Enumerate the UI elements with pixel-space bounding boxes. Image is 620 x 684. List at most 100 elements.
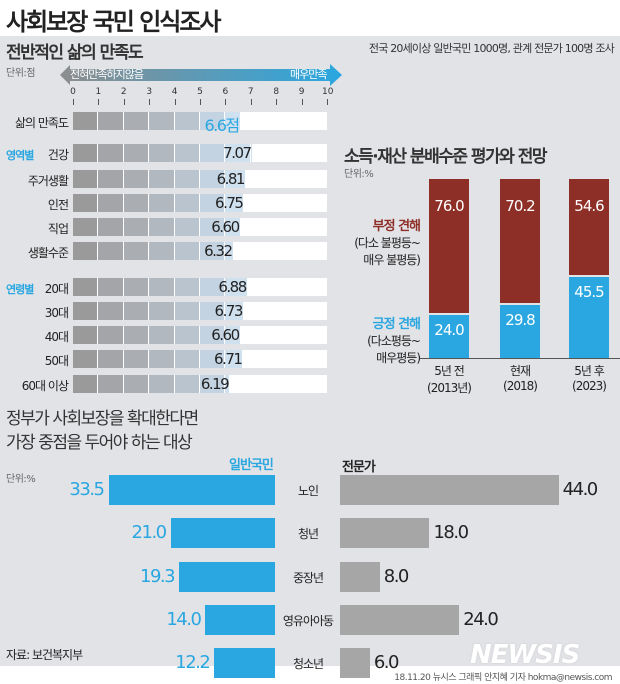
priority-title-2: 가장 중점을 두어야 하는 대상 <box>6 433 193 453</box>
bar-segment <box>225 326 240 344</box>
row-label: 생활수준 <box>27 246 69 260</box>
bar-segment <box>250 144 252 162</box>
axis-left-label: 전혀만족하지않음 <box>70 68 144 81</box>
row-label: 60대 이상 <box>21 379 69 393</box>
bar-segment <box>200 350 225 368</box>
category-year: (2018) <box>503 379 538 393</box>
group-label: 영역별 <box>6 149 34 162</box>
row-value: 6.71 <box>214 350 243 368</box>
row-value: 6.73 <box>214 302 244 320</box>
row-label: 40대 <box>44 330 69 344</box>
bar-segment <box>174 350 199 368</box>
tick-mark <box>301 99 303 105</box>
row-label: 건강 <box>47 148 69 162</box>
bar-segment <box>200 170 225 188</box>
bar-segment <box>149 218 174 236</box>
row-value: 7.07 <box>223 144 252 162</box>
tick-label: 1 <box>95 87 102 97</box>
tick-label: 8 <box>273 87 280 97</box>
bar-segment <box>123 375 149 393</box>
bar-segment <box>149 112 174 130</box>
bar-segment <box>225 302 243 320</box>
legend-public: 일반국민 <box>229 458 274 473</box>
row-label: 30대 <box>44 306 69 320</box>
row-value: 6.75 <box>215 194 244 212</box>
source: 자료: 보건복지부 <box>6 648 83 662</box>
bar-segment <box>123 302 149 320</box>
bar-segment <box>225 170 245 188</box>
bar-positive <box>569 276 609 358</box>
baseline <box>420 358 620 359</box>
row-label: 직업 <box>47 222 69 236</box>
row-label: 삶의 만족도 <box>14 116 69 130</box>
bar-expert <box>340 562 380 592</box>
bar-segment <box>174 278 199 296</box>
bar-negative <box>569 179 609 275</box>
bar-segment <box>200 326 225 344</box>
bar-segment <box>200 112 225 130</box>
tick-label: 6 <box>222 87 229 97</box>
value-negative: 76.0 <box>434 197 464 215</box>
legend-negative-sub1: (다소 불평등~ <box>354 236 421 250</box>
tick-mark <box>250 99 252 105</box>
category-year: (2013년) <box>427 381 472 395</box>
bar-expert <box>340 648 370 678</box>
bar-segment <box>174 144 199 162</box>
bar-segment <box>98 242 123 260</box>
bar-segment <box>174 375 199 393</box>
bar-segment <box>98 375 123 393</box>
bar-segment <box>98 350 123 368</box>
row-label: 50대 <box>44 354 69 368</box>
priority-title-1: 정부가 사회보장을 확대한다면 <box>6 409 199 429</box>
bar-segment <box>73 218 98 236</box>
satisfaction-title: 전반적인 삶의 만족도 <box>6 43 144 63</box>
priority-unit: 단위:% <box>6 474 36 485</box>
bar-public <box>205 605 275 635</box>
bar-segment <box>98 278 123 296</box>
bar-positive <box>429 315 469 358</box>
row-value: 6.88 <box>218 278 247 296</box>
row-value: 6.60 <box>211 218 240 236</box>
bar-segment <box>123 194 149 212</box>
category-year: (2023) <box>572 379 607 393</box>
bar-expert <box>340 605 460 635</box>
bar-segment <box>174 302 199 320</box>
bar-public <box>214 648 275 678</box>
tick-mark <box>225 99 227 105</box>
value-public: 21.0 <box>131 522 168 543</box>
bar-segment <box>123 278 149 296</box>
value-expert: 6.0 <box>373 652 400 673</box>
bar-segment <box>73 112 98 130</box>
category-label: 노인 <box>297 484 319 498</box>
bar-segment <box>149 144 174 162</box>
bar-negative <box>429 179 469 314</box>
bar-segment <box>225 375 230 393</box>
tick-mark <box>73 99 74 105</box>
bar-segment <box>98 144 123 162</box>
value-positive: 24.0 <box>434 321 464 340</box>
bar-segment <box>200 242 225 260</box>
tick-label: 0 <box>70 87 76 97</box>
value-negative: 54.6 <box>574 197 604 215</box>
tick-label: 9 <box>298 87 305 97</box>
tick-mark <box>200 99 201 105</box>
bar-segment <box>73 170 98 188</box>
row-value: 6.60 <box>211 326 240 344</box>
bar-positive <box>500 304 540 358</box>
bar-public <box>170 518 275 548</box>
legend-positive-sub1: (다소평등~ <box>367 334 421 348</box>
bar-segment <box>73 278 98 296</box>
value-positive: 29.8 <box>505 310 535 329</box>
value-public: 12.2 <box>175 652 211 673</box>
bar-segment <box>200 218 225 236</box>
bar-public <box>108 475 275 505</box>
bar-segment <box>149 326 174 344</box>
axis-right-label: 매우만족 <box>290 68 327 81</box>
tick-mark <box>327 99 328 105</box>
bar-segment <box>200 375 225 393</box>
tick-mark <box>276 99 278 105</box>
legend-positive: 긍정 견해 <box>372 317 421 332</box>
bar-negative <box>500 179 540 303</box>
row-label: 주거생활 <box>27 174 69 188</box>
distribution-unit: 단위:% <box>344 169 374 180</box>
